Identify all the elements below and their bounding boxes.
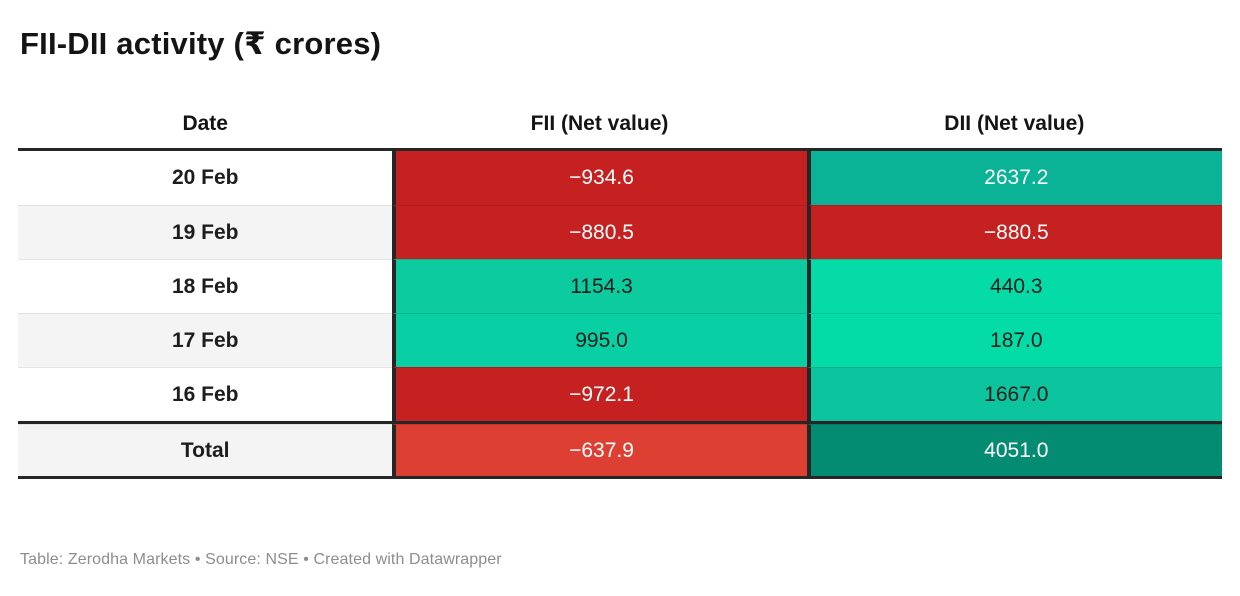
- fii-value-cell: −934.6: [392, 151, 807, 205]
- total-row: Total −637.9 4051.0: [18, 421, 1222, 479]
- fii-value-cell: 995.0: [392, 313, 807, 367]
- fii-value-cell: 1154.3: [392, 259, 807, 313]
- date-cell: 20 Feb: [18, 151, 393, 205]
- table-row: 18 Feb 1154.3 440.3: [18, 259, 1222, 313]
- column-header-date: Date: [182, 112, 228, 135]
- column-header-fii: FII (Net value): [530, 112, 669, 135]
- page-title: FII-DII activity (₹ crores): [20, 26, 382, 61]
- table-body: 20 Feb −934.6 2637.2 19 Feb −880.5 −880.…: [18, 148, 1222, 479]
- attribution-footer: Table: Zerodha Markets • Source: NSE • C…: [20, 551, 502, 568]
- date-cell: 18 Feb: [18, 259, 393, 313]
- table-row: 17 Feb 995.0 187.0: [18, 313, 1222, 367]
- chart-container: FII-DII activity (₹ crores) Date FII (Ne…: [18, 26, 1222, 479]
- dii-value-cell: 2637.2: [806, 151, 1222, 205]
- fii-value-cell: −880.5: [392, 205, 807, 259]
- table-header-row: Date FII (Net value) DII (Net value): [18, 100, 1222, 148]
- date-cell: 16 Feb: [18, 367, 393, 421]
- dii-value-cell: 440.3: [806, 259, 1222, 313]
- table-row: 20 Feb −934.6 2637.2: [18, 151, 1222, 205]
- total-dii-value-cell: 4051.0: [806, 424, 1222, 476]
- dii-value-cell: 1667.0: [806, 367, 1222, 421]
- total-label-cell: Total: [18, 424, 393, 476]
- table-row: 19 Feb −880.5 −880.5: [18, 205, 1222, 259]
- fii-dii-table: Date FII (Net value) DII (Net value) 20 …: [18, 100, 1222, 479]
- column-header-dii: DII (Net value): [944, 112, 1085, 135]
- dii-value-cell: 187.0: [806, 313, 1222, 367]
- fii-value-cell: −972.1: [392, 367, 807, 421]
- table-row: 16 Feb −972.1 1667.0: [18, 367, 1222, 421]
- date-cell: 17 Feb: [18, 313, 393, 367]
- total-fii-value-cell: −637.9: [392, 424, 807, 476]
- dii-value-cell: −880.5: [806, 205, 1222, 259]
- date-cell: 19 Feb: [18, 205, 393, 259]
